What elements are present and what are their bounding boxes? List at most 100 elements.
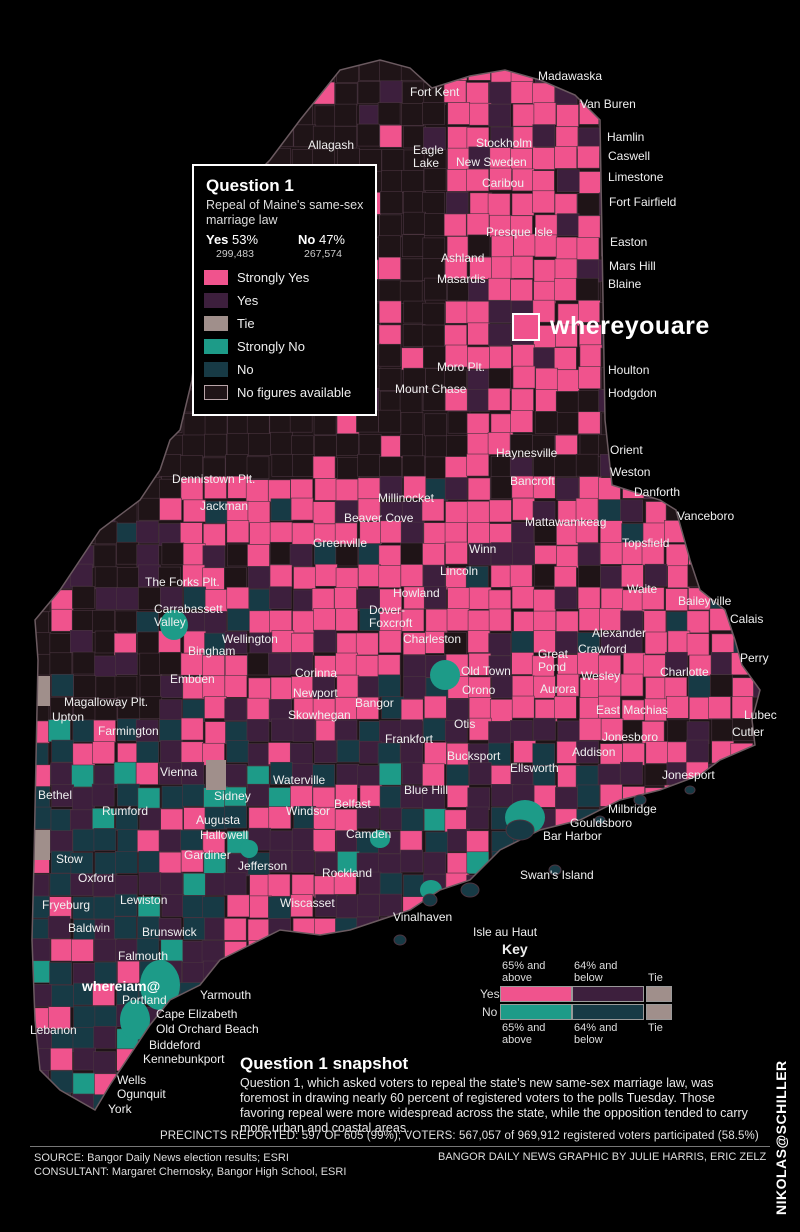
place-label: Frankfort (385, 732, 434, 746)
township-cell (379, 872, 403, 896)
place-label: Blaine (608, 277, 642, 291)
township-cell (400, 542, 424, 566)
township-cell (577, 411, 601, 435)
township-cell (246, 697, 270, 721)
township-cell (511, 193, 535, 216)
township-cell (446, 764, 469, 788)
township-cell (663, 234, 687, 258)
township-cell (423, 938, 446, 962)
township-cell (487, 388, 511, 411)
township-cell (50, 830, 73, 854)
township-cell (137, 631, 161, 655)
township-cell (730, 147, 753, 171)
township-cell (400, 521, 424, 545)
township-cell (51, 83, 75, 106)
township-cell (554, 81, 578, 105)
place-label: Stockholm (476, 136, 533, 150)
township-cell (32, 565, 49, 588)
township-cell (466, 168, 489, 192)
township-cell (532, 82, 555, 106)
township-cell (117, 411, 141, 434)
township-cell (510, 255, 534, 279)
township-cell (711, 81, 734, 105)
island (422, 893, 438, 907)
township-cell (49, 388, 72, 412)
township-cell (379, 588, 402, 612)
township-cell (49, 148, 73, 172)
township-cell (687, 1029, 711, 1053)
township-cell (511, 586, 535, 609)
township-cell (554, 146, 578, 169)
township-cell (422, 763, 445, 787)
township-cell (577, 215, 601, 239)
township-cell (752, 894, 760, 918)
township-cell (114, 916, 137, 939)
township-cell (533, 589, 557, 612)
township-cell (424, 213, 447, 236)
township-cell (752, 83, 760, 107)
township-cell (400, 258, 424, 282)
township-cell (205, 1070, 229, 1094)
township-cell (446, 435, 469, 458)
township-cell (575, 765, 599, 788)
township-cell (733, 851, 756, 874)
township-cell (224, 805, 247, 829)
township-cell (158, 324, 182, 348)
township-cell (159, 191, 183, 214)
township-cell (444, 477, 468, 500)
township-cell (754, 457, 760, 481)
township-cell (115, 367, 139, 390)
township-cell (378, 544, 402, 568)
township-cell (32, 124, 52, 148)
strongly-no-area (140, 960, 180, 1010)
township-cell (732, 829, 755, 853)
township-cell (248, 677, 271, 701)
township-cell (752, 300, 760, 324)
place-label: Waterville (273, 773, 326, 787)
township-cell (269, 830, 293, 854)
township-cell (423, 851, 447, 875)
township-cell (49, 633, 73, 656)
swatch-tie (204, 315, 228, 331)
township-cell (399, 281, 423, 304)
township-cell (32, 1069, 50, 1093)
township-cell (95, 193, 118, 216)
township-cell (378, 343, 402, 367)
township-cell (49, 873, 73, 896)
township-cell (336, 763, 360, 787)
place-label: Portland (122, 993, 167, 1007)
place-label: Masardis (437, 272, 486, 286)
township-cell (224, 698, 247, 721)
township-cell (533, 610, 557, 634)
township-cell (314, 1004, 337, 1027)
township-cell (48, 543, 72, 566)
tie-cell (32, 676, 50, 706)
township-cell (667, 719, 691, 743)
township-cell (578, 717, 602, 741)
township-cell (711, 476, 735, 500)
township-cell (292, 610, 315, 634)
township-cell (752, 937, 760, 961)
township-cell (423, 168, 447, 191)
township-cell (314, 740, 337, 764)
township-cell (533, 347, 556, 371)
township-cell (50, 1070, 74, 1094)
township-cell (94, 630, 118, 654)
township-cell (468, 762, 492, 785)
township-cell (32, 303, 52, 327)
place-label: East Machias (596, 703, 669, 717)
township-cell (32, 433, 49, 457)
township-cell (267, 873, 291, 897)
township-cell (246, 80, 270, 104)
place-label: Gouldsboro (570, 816, 633, 830)
township-cell (467, 433, 490, 456)
key-bot-tie: Tie (648, 1022, 663, 1034)
township-cell (357, 81, 381, 104)
township-cell (755, 124, 760, 148)
township-cell (623, 652, 646, 676)
township-cell (93, 500, 116, 524)
township-cell (32, 720, 50, 744)
whereyouare-label: whereyouare (550, 312, 710, 340)
township-cell (51, 499, 74, 522)
township-cell (32, 960, 51, 984)
